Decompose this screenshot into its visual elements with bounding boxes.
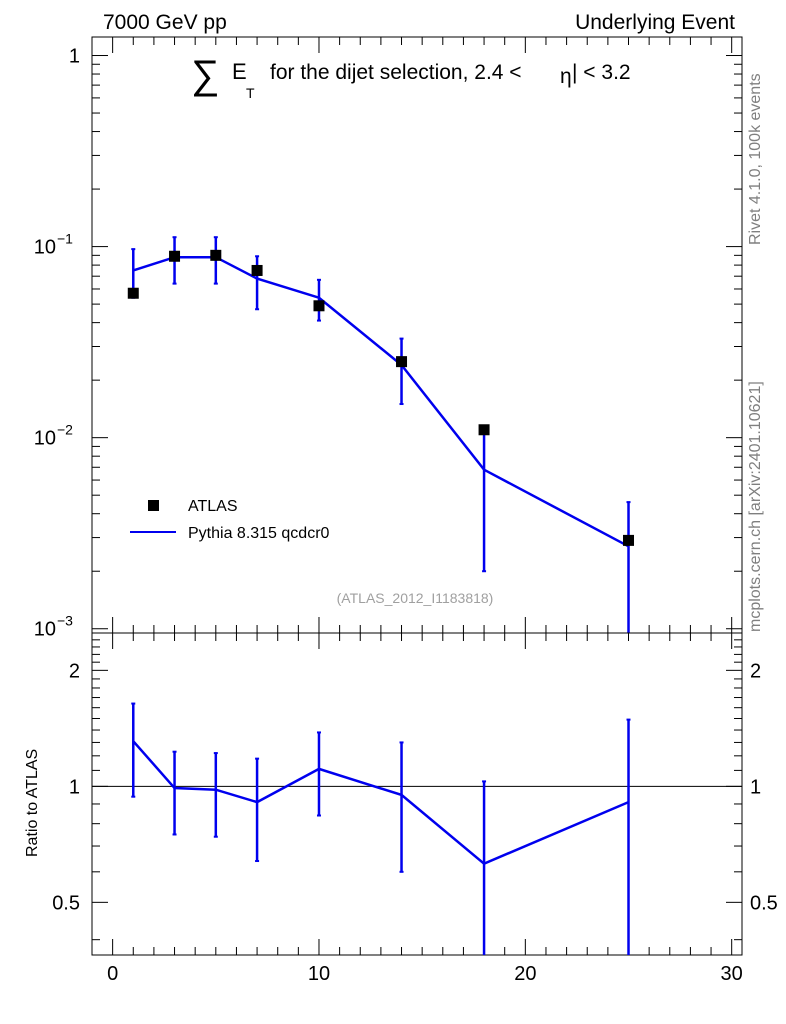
y-tick-label-exponent: −1 bbox=[57, 231, 73, 247]
plot-title: ∑ E T for the dijet selection, 2.4 < η |… bbox=[191, 53, 631, 101]
y-tick-label-exponent: −2 bbox=[57, 422, 73, 438]
ratio-y-tick-label-right: 0.5 bbox=[750, 892, 778, 914]
title-end: | < 3.2 bbox=[572, 61, 631, 84]
ratio-y-tick-label-left: 1 bbox=[69, 776, 80, 798]
atlas-data-point bbox=[210, 249, 222, 261]
atlas-data-point bbox=[623, 534, 635, 546]
atlas-data-point bbox=[313, 300, 325, 312]
main-y-tick-labels: 110−110−210−3 bbox=[34, 46, 80, 641]
ratio-line bbox=[132, 740, 629, 866]
title-text: for the dijet selection, 2.4 < bbox=[270, 61, 522, 84]
x-tick-label: 0 bbox=[107, 963, 118, 985]
mc-line bbox=[132, 255, 630, 548]
ratio-ticks bbox=[92, 632, 742, 955]
legend-label-pythia: Pythia 8.315 qcdcr0 bbox=[188, 525, 330, 542]
y-tick-label-base: 10 bbox=[34, 428, 56, 450]
title-subscript: T bbox=[246, 85, 255, 101]
y-tick-label-base: 10 bbox=[34, 619, 56, 641]
main-panel: 110−110−210−3 ∑ E T for the dijet select… bbox=[34, 36, 743, 641]
title-eta: η bbox=[560, 65, 572, 88]
main-panel-frame bbox=[91, 36, 743, 634]
legend-label-atlas: ATLAS bbox=[188, 498, 238, 515]
analysis-reference: (ATLAS_2012_I1183818) bbox=[337, 590, 494, 606]
ratio-panel-frame bbox=[91, 632, 743, 956]
ratio-series bbox=[92, 702, 742, 955]
ratio-y-tick-labels: 2 2 1 1 0.5 0.5 bbox=[52, 660, 778, 914]
process-label: Underlying Event bbox=[575, 11, 735, 34]
legend-marker-atlas bbox=[148, 500, 159, 511]
main-series bbox=[127, 236, 635, 633]
main-ticks bbox=[92, 37, 742, 633]
ratio-y-tick-label-left: 2 bbox=[69, 660, 80, 682]
mcplots-label: mcplots.cern.ch [arXiv:2401.10621] bbox=[747, 381, 764, 632]
x-tick-label: 20 bbox=[514, 963, 536, 985]
y-tick-label: 1 bbox=[69, 46, 80, 68]
ratio-panel: 2 2 1 1 0.5 0.5 0 10 20 30 Ratio to ATLAS bbox=[24, 632, 778, 985]
x-tick-labels: 0 10 20 30 bbox=[107, 963, 743, 985]
rivet-version-label: Rivet 4.1.0, 100k events bbox=[747, 73, 764, 245]
atlas-data-point bbox=[396, 356, 408, 368]
energy-label: 7000 GeV pp bbox=[103, 11, 227, 34]
atlas-data-point bbox=[251, 264, 263, 276]
title-e: E bbox=[232, 59, 247, 84]
atlas-data-point bbox=[169, 250, 181, 262]
ratio-y-tick-label-right: 2 bbox=[750, 660, 761, 682]
atlas-data-point bbox=[478, 424, 490, 436]
y-tick-label-exponent: −3 bbox=[57, 613, 73, 629]
ratio-y-tick-label-right: 1 bbox=[750, 776, 761, 798]
x-tick-label: 30 bbox=[721, 963, 743, 985]
atlas-data-point bbox=[127, 287, 139, 299]
legend: ATLAS Pythia 8.315 qcdcr0 bbox=[130, 498, 330, 542]
ratio-axis-label: Ratio to ATLAS bbox=[24, 749, 41, 857]
x-tick-label: 10 bbox=[308, 963, 330, 985]
y-tick-label-base: 10 bbox=[34, 237, 56, 259]
ratio-y-tick-label-left: 0.5 bbox=[52, 892, 80, 914]
title-sum-symbol: ∑ bbox=[191, 53, 220, 97]
